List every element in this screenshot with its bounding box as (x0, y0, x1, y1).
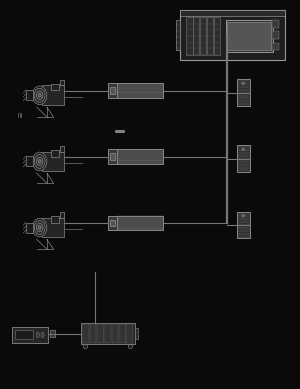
Ellipse shape (34, 221, 45, 235)
Ellipse shape (128, 345, 133, 349)
Ellipse shape (37, 332, 39, 338)
Ellipse shape (83, 345, 88, 349)
Bar (272, 43, 279, 50)
Bar (110, 153, 115, 160)
Bar (81, 323, 135, 344)
Bar (237, 79, 250, 106)
Ellipse shape (32, 218, 47, 237)
Bar (135, 328, 138, 339)
Bar (180, 10, 285, 60)
Ellipse shape (242, 149, 245, 151)
Bar (60, 80, 64, 86)
Bar (118, 83, 164, 98)
Bar (42, 152, 64, 171)
Bar (200, 18, 206, 55)
Bar (108, 83, 117, 98)
Bar (108, 216, 117, 230)
Ellipse shape (36, 91, 43, 100)
Ellipse shape (38, 226, 41, 230)
Bar (42, 218, 64, 237)
Bar (12, 327, 48, 343)
Bar (193, 18, 200, 55)
Ellipse shape (41, 332, 44, 338)
Ellipse shape (32, 152, 47, 171)
Bar (119, 324, 126, 343)
Ellipse shape (38, 93, 41, 97)
Ellipse shape (242, 215, 245, 217)
Ellipse shape (242, 82, 245, 84)
Ellipse shape (36, 157, 43, 166)
Bar (226, 20, 273, 52)
Bar (51, 84, 59, 90)
Bar (118, 216, 164, 230)
Bar (180, 10, 285, 16)
Bar (227, 22, 271, 50)
Bar (50, 330, 55, 337)
Bar (90, 324, 96, 343)
Bar (26, 156, 33, 166)
Bar (82, 324, 89, 343)
Ellipse shape (34, 154, 45, 168)
Ellipse shape (32, 86, 47, 105)
Bar (104, 324, 111, 343)
Ellipse shape (36, 223, 43, 232)
Bar (272, 32, 279, 39)
Bar (51, 216, 59, 223)
Bar (214, 18, 220, 55)
Bar (108, 149, 117, 164)
Bar (60, 212, 64, 218)
Bar (126, 324, 133, 343)
Bar (110, 87, 115, 94)
Bar (42, 86, 64, 105)
Bar (15, 330, 33, 340)
Ellipse shape (38, 159, 41, 163)
Bar (176, 20, 180, 50)
Bar (112, 324, 118, 343)
Bar (60, 146, 64, 152)
Bar (237, 212, 250, 238)
Bar (207, 18, 213, 55)
Bar (110, 219, 115, 226)
Bar (51, 150, 59, 156)
Bar (272, 20, 279, 28)
Bar (118, 149, 164, 164)
Ellipse shape (34, 88, 45, 102)
Bar (26, 90, 33, 100)
Bar (26, 223, 33, 233)
Bar (186, 18, 193, 55)
Bar (237, 145, 250, 172)
Bar (97, 324, 104, 343)
